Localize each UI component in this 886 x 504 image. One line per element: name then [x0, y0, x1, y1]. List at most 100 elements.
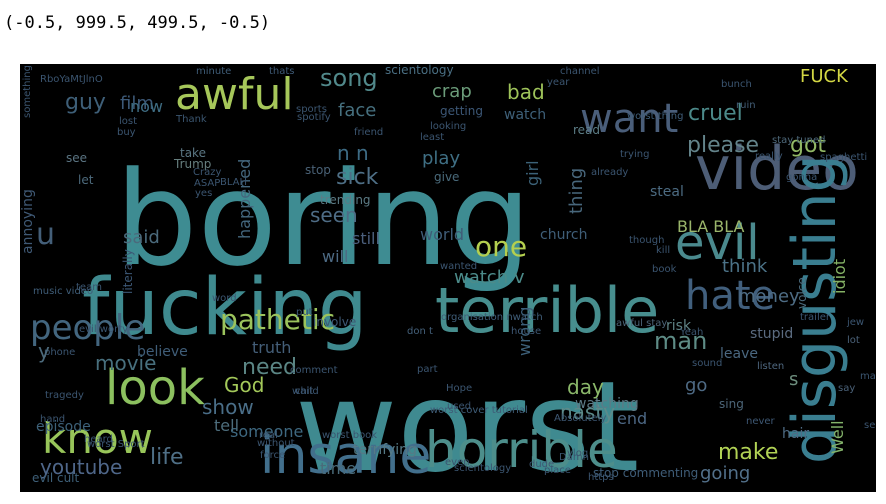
word-cloud-word: evil worty [79, 324, 128, 335]
word-cloud-word: watching [575, 396, 639, 412]
word-cloud-word: without [257, 438, 295, 449]
word-cloud-word: see [66, 151, 87, 165]
word-cloud-word: risk [666, 318, 692, 334]
word-cloud-word: tell [214, 416, 239, 435]
word-cloud-word: seeing [864, 420, 876, 431]
word-cloud-word: hair [782, 426, 809, 442]
word-cloud-word: place [544, 465, 571, 476]
word-cloud-word: year [547, 77, 570, 88]
word-cloud-word: FUCK [800, 66, 849, 87]
word-cloud-word: jew [846, 317, 864, 328]
word-cloud-word: insane [260, 426, 431, 486]
word-cloud-word: sports [296, 104, 327, 115]
word-cloud-word: hate [685, 273, 775, 319]
word-cloud-word: worst cover tutorial [430, 405, 528, 416]
word-cloud-word: think [722, 256, 768, 277]
word-cloud-word: read [573, 123, 600, 137]
word-cloud-word: church [540, 227, 587, 243]
word-cloud-word: least [420, 132, 444, 143]
word-cloud-word: Hope [446, 383, 472, 394]
word-cloud-word: force [260, 450, 285, 461]
word-cloud-word: sing [719, 397, 744, 411]
word-cloud-word: world [420, 225, 464, 244]
word-cloud-word: Absolutely [554, 413, 606, 424]
word-cloud-word: youtube [40, 455, 122, 479]
word-cloud-word: spaghetti [820, 152, 867, 163]
word-cloud-word: leave [720, 346, 758, 362]
word-cloud-image: boring worst fucking video terrible horrible i… [20, 64, 876, 492]
word-cloud-word: seen [310, 203, 358, 227]
word-cloud-word: thing [566, 168, 587, 214]
word-cloud-word: comment [290, 365, 338, 376]
word-cloud-word: stay tuned [772, 135, 825, 146]
word-cloud-word: truth [252, 338, 291, 357]
word-cloud-word: child [295, 386, 319, 397]
word-cloud-word: watch [504, 107, 546, 123]
word-cloud-word: ruin [736, 100, 756, 111]
word-cloud-word: house [511, 326, 541, 337]
word-cloud-word: time [320, 459, 356, 478]
word-cloud-word: worst book [322, 430, 377, 441]
word-cloud-word: literally [121, 249, 135, 294]
word-cloud-word: awful [175, 69, 294, 120]
word-cloud-word: buy [117, 127, 136, 138]
word-cloud-word: said [123, 227, 160, 248]
word-cloud-word: stupid [750, 326, 793, 342]
word-cloud-word: dude [529, 459, 554, 470]
word-cloud-word: trying [620, 149, 649, 160]
word-cloud-word: crap [432, 81, 472, 102]
word-cloud-canvas: boringworstfuckingvideoterriblehorriblei… [20, 64, 876, 492]
word-cloud-word: u [36, 217, 55, 252]
word-cloud-word: lost [119, 116, 137, 127]
word-cloud-word: face [338, 100, 376, 121]
word-cloud-word: minute [196, 66, 231, 77]
word-cloud-word: evil [675, 215, 760, 271]
word-cloud-word: friend [354, 127, 383, 138]
word-cloud-word: channel [560, 66, 600, 77]
word-cloud-word: never [746, 416, 776, 427]
word-cloud-word: fucking [82, 263, 368, 353]
word-cloud-word: movie [95, 351, 156, 375]
word-cloud-word: even [445, 457, 470, 468]
word-cloud-word: wait [292, 386, 313, 397]
word-cloud-word: involve [313, 315, 356, 329]
cell-output-text: (-0.5, 999.5, 499.5, -0.5) [4, 13, 271, 33]
word-cloud-word: show [202, 395, 254, 419]
word-cloud-word: sick [336, 165, 379, 190]
word-cloud-word: now [130, 97, 163, 116]
word-cloud-word: part [417, 364, 438, 375]
word-cloud-word: listen [757, 361, 784, 372]
word-cloud-word: really [755, 151, 783, 162]
word-cloud-word: tragedy [45, 390, 84, 401]
word-cloud-word: team [76, 282, 102, 293]
word-cloud-word: scientology [385, 64, 454, 77]
word-cloud-word: Thank [175, 114, 207, 125]
word-cloud-word: put [296, 307, 313, 318]
word-cloud-word: idiot [830, 259, 849, 294]
word-cloud-word: want [580, 96, 678, 142]
word-cloud-word: though [629, 235, 664, 246]
word-cloud-word: sound [692, 358, 722, 369]
word-cloud-word: spotify [297, 112, 331, 123]
word-cloud-word: trailer [800, 312, 831, 323]
word-cloud-word: go [685, 375, 707, 396]
word-cloud-word: make [718, 440, 778, 465]
word-cloud-word: let [78, 173, 94, 187]
word-cloud-word: looking [430, 121, 466, 132]
word-cloud-word: ASAP [194, 178, 220, 189]
word-cloud-word: take [180, 146, 206, 160]
word-cloud-word: happened [235, 159, 254, 239]
word-cloud-word: evil cult [32, 471, 80, 485]
word-cloud-word: please [687, 133, 759, 158]
word-cloud-word: pathetic [220, 303, 335, 336]
word-cloud-word: vlog [567, 448, 588, 459]
word-cloud-word: life [150, 445, 184, 470]
word-cloud-word: voice [795, 277, 809, 309]
word-cloud-word: stop commenting [593, 466, 698, 480]
word-cloud-word: heard [84, 434, 113, 445]
word-cloud-word: going [700, 463, 750, 484]
word-cloud-word: worst thing [627, 111, 683, 122]
word-cloud-word: still [352, 229, 380, 248]
word-cloud-word: annoying [20, 189, 36, 254]
word-cloud-word: one [475, 230, 527, 263]
